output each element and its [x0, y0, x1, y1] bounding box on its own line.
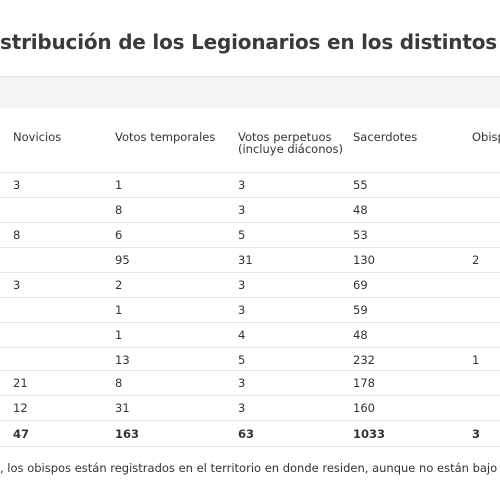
- table-cell: 31: [238, 253, 253, 267]
- table-cell: 6: [115, 228, 123, 242]
- total-cell: 3: [472, 427, 481, 441]
- table-cell: 1: [115, 178, 123, 192]
- table-cell: 5: [238, 228, 246, 242]
- table-cell: 3: [238, 303, 246, 317]
- table-cell: 3: [238, 401, 246, 415]
- row-divider: [0, 297, 500, 298]
- table-cell: 95: [115, 253, 130, 267]
- table-cell: 48: [353, 328, 368, 342]
- table-cell: 1: [115, 328, 123, 342]
- table-cell: 69: [353, 278, 368, 292]
- table-cell: 13: [115, 353, 130, 367]
- total-cell: 1033: [353, 427, 386, 441]
- row-divider: [0, 272, 500, 273]
- table-cell: 232: [353, 353, 375, 367]
- table-cell: 1: [115, 303, 123, 317]
- table-cell: 55: [353, 178, 368, 192]
- row-divider: [0, 395, 500, 396]
- table-cell: 48: [353, 203, 368, 217]
- total-cell: 63: [238, 427, 255, 441]
- row-divider: [0, 222, 500, 223]
- column-header: Votos temporales: [115, 130, 216, 144]
- table-cell: 130: [353, 253, 375, 267]
- table-cell: 31: [115, 401, 130, 415]
- table-cell: 8: [13, 228, 21, 242]
- column-header: Obisp: [472, 130, 500, 144]
- table-cell: 21: [13, 376, 28, 390]
- table-cell: 1: [472, 353, 480, 367]
- row-divider: [0, 172, 500, 173]
- table-cell: 3: [13, 278, 21, 292]
- table-cell: 59: [353, 303, 368, 317]
- column-header: Sacerdotes: [353, 130, 418, 144]
- footnote: , los obispos están registrados en el te…: [0, 461, 500, 475]
- table-cell: 3: [13, 178, 21, 192]
- row-divider: [0, 247, 500, 248]
- total-cell: 47: [13, 427, 30, 441]
- separator: [0, 76, 500, 77]
- table-cell: 8: [115, 376, 123, 390]
- table-cell: 53: [353, 228, 368, 242]
- column-header: Votos perpetuos (incluye diáconos): [238, 130, 344, 156]
- table-cell: 3: [238, 203, 246, 217]
- title: stribución de los Legionarios en los dis…: [0, 30, 500, 54]
- row-divider: [0, 197, 500, 198]
- table-cell: 3: [238, 178, 246, 192]
- table-cell: 178: [353, 376, 375, 390]
- row-divider: [0, 370, 500, 371]
- table-cell: 2: [115, 278, 123, 292]
- table-cell: 160: [353, 401, 375, 415]
- table-cell: 12: [13, 401, 28, 415]
- table-cell: 3: [238, 376, 246, 390]
- table-cell: 2: [472, 253, 480, 267]
- row-divider: [0, 420, 500, 421]
- table-cell: 8: [115, 203, 123, 217]
- row-divider: [0, 322, 500, 323]
- table-cell: 5: [238, 353, 246, 367]
- table-cell: 4: [238, 328, 246, 342]
- total-cell: 163: [115, 427, 140, 441]
- column-header: Novicios: [13, 130, 62, 144]
- table-cell: 3: [238, 278, 246, 292]
- row-divider: [0, 446, 500, 447]
- band: [0, 77, 500, 108]
- row-divider: [0, 347, 500, 348]
